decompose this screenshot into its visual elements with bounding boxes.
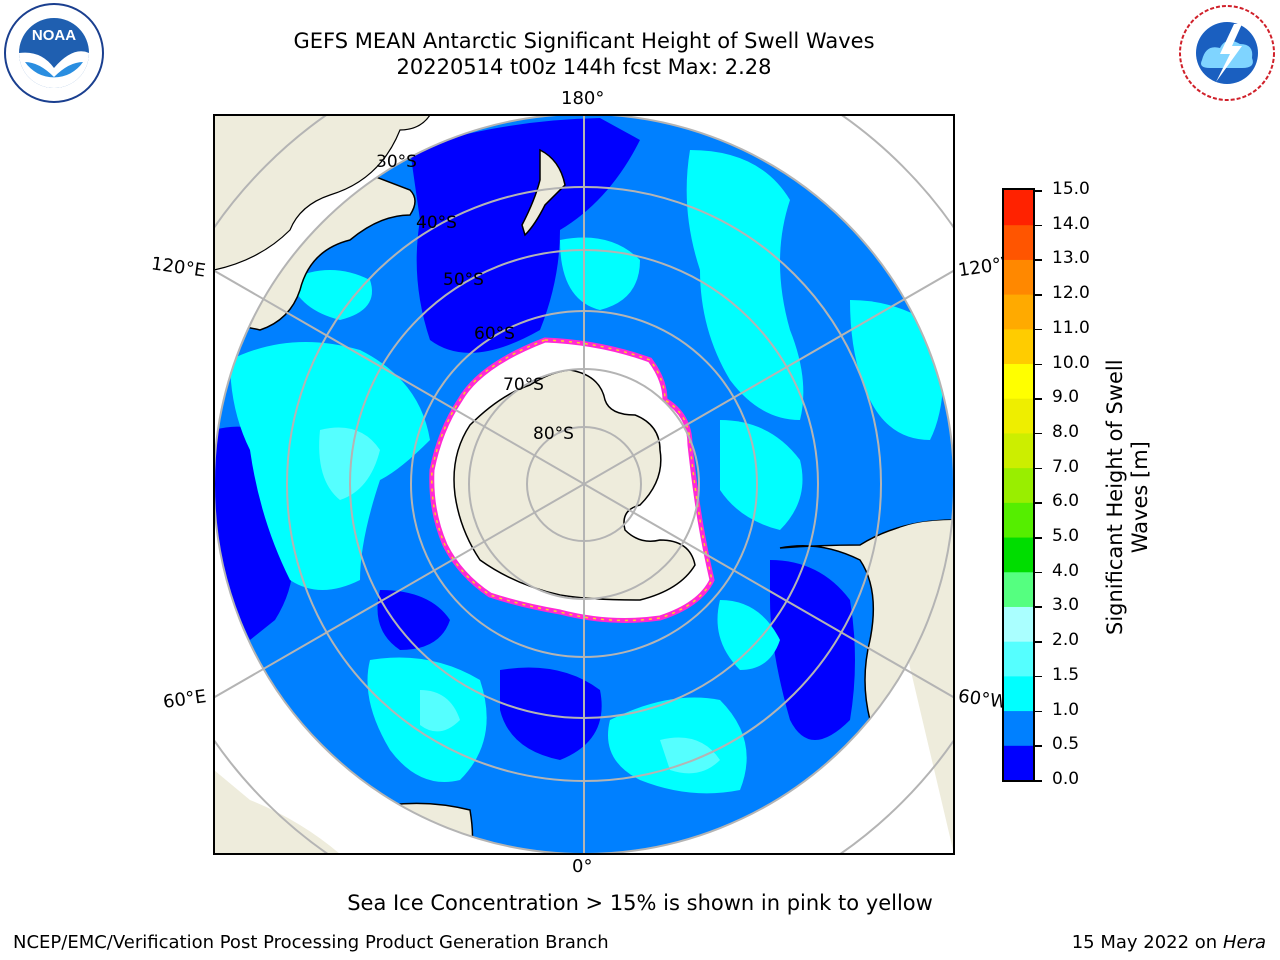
lat-label-40s: 40°S (416, 213, 457, 233)
colorbar-segment (1004, 571, 1033, 607)
colorbar-segment (1004, 224, 1033, 260)
colorbar-tick (1035, 745, 1042, 747)
colorbar-tick (1035, 571, 1042, 574)
graticule (214, 115, 954, 854)
colorbar-tick (1035, 641, 1042, 643)
sea-ice-note: Sea Ice Concentration > 15% is shown in … (347, 891, 933, 915)
chart-subtitle: 20220514 t00z 144h fcst Max: 2.28 (396, 55, 772, 79)
colorbar-tick (1035, 537, 1042, 539)
colorbar-tick-label: 7.0 (1052, 456, 1080, 477)
colorbar-tick-label: 9.0 (1052, 387, 1080, 408)
colorbar-tick (1035, 606, 1042, 608)
colorbar-tick-label: 12.0 (1052, 283, 1090, 304)
colorbar-tick-label: 2.0 (1052, 630, 1080, 651)
colorbar-segment (1004, 745, 1033, 781)
lat-label-80s: 80°S (533, 424, 574, 444)
colorbar-tick-label: 1.5 (1052, 664, 1080, 685)
colorbar-tick-label: 6.0 (1052, 491, 1080, 512)
chart-title: GEFS MEAN Antarctic Significant Height o… (293, 29, 875, 53)
colorbar-tick-label: 11.0 (1052, 317, 1090, 338)
lat-label-60s: 60°S (474, 324, 515, 344)
colorbar-segment (1004, 328, 1033, 365)
colorbar-segment (1004, 537, 1033, 573)
colorbar-tick (1035, 328, 1042, 331)
footer-host: Hera (1222, 932, 1266, 953)
antarctica-land (453, 369, 696, 601)
colorbar-tick (1035, 294, 1042, 296)
lon-label-0: 0° (572, 856, 593, 877)
colorbar-tick (1035, 363, 1042, 366)
footer-credit: NCEP/EMC/Verification Post Processing Pr… (13, 932, 609, 953)
colorbar-segment (1004, 641, 1033, 677)
colorbar-tick-label: 14.0 (1052, 213, 1090, 234)
colorbar-segment (1004, 675, 1033, 712)
svg-text:NOAA: NOAA (32, 27, 76, 44)
colorbar-tick (1035, 190, 1042, 192)
colorbar-segment (1004, 190, 1033, 226)
colorbar-tick (1035, 710, 1042, 713)
colorbar-segment (1004, 606, 1033, 642)
colorbar-segment (1004, 710, 1033, 746)
colorbar-tick-label: 0.0 (1052, 769, 1080, 789)
colorbar-tick-label: 13.0 (1052, 248, 1090, 269)
footer-date: 15 May 2022 on Hera (1071, 932, 1266, 953)
colorbar-segment (1004, 363, 1033, 399)
colorbar-tick-label: 4.0 (1052, 560, 1080, 581)
colorbar-tick-label: 1.0 (1052, 699, 1080, 720)
colorbar-tick-label: 0.5 (1052, 734, 1080, 755)
lon-label-180: 180° (561, 88, 605, 109)
colorbar-tick (1035, 675, 1042, 678)
colorbar-segment (1004, 432, 1033, 469)
nws-logo (1178, 4, 1276, 102)
colorbar-tick-label: 10.0 (1052, 352, 1090, 373)
colorbar-title: Significant Height of Swell Waves [m] (1103, 359, 1152, 635)
colorbar-segment (1004, 467, 1033, 503)
colorbar-tick-label: 3.0 (1052, 595, 1080, 616)
lat-label-30s: 30°S (376, 152, 417, 172)
colorbar-tick (1035, 398, 1042, 400)
lat-label-50s: 50°S (443, 270, 484, 290)
colorbar-segment (1004, 294, 1033, 330)
colorbar-tick-label: 15.0 (1052, 179, 1090, 199)
colorbar-tick (1035, 780, 1042, 782)
colorbar-segment (1004, 259, 1033, 295)
new-zealand-land (521, 148, 566, 237)
colorbar-tick (1035, 432, 1042, 435)
colorbar-segment (1004, 398, 1033, 434)
colorbar-tick (1035, 259, 1042, 261)
colorbar-tick (1035, 224, 1042, 227)
map-frame (213, 114, 955, 855)
colorbar-tick-label: 5.0 (1052, 526, 1080, 547)
lat-label-70s: 70°S (503, 375, 544, 395)
colorbar-tick (1035, 502, 1042, 504)
colorbar-segment (1004, 502, 1033, 538)
colorbar (1002, 188, 1035, 782)
noaa-logo: NOAA (4, 3, 104, 103)
colorbar-tick (1035, 467, 1042, 470)
colorbar-tick-label: 8.0 (1052, 421, 1080, 442)
